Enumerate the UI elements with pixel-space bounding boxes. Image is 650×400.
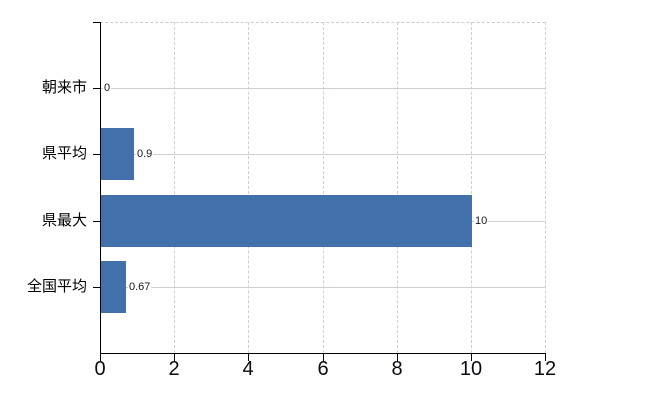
category-label: 県最大 — [41, 212, 87, 229]
h-gridline — [101, 88, 545, 89]
x-tick — [397, 354, 398, 361]
y-tick — [93, 154, 100, 155]
v-gridline — [174, 22, 175, 353]
x-tick-label: 10 — [459, 358, 483, 380]
x-tick — [323, 354, 324, 361]
bar — [101, 128, 134, 180]
x-axis-line — [100, 353, 546, 354]
value-label: 0.67 — [128, 280, 152, 294]
x-tick — [100, 354, 101, 361]
bar — [101, 261, 126, 313]
y-axis-line — [100, 22, 101, 354]
v-gridline — [323, 22, 324, 353]
h-gridline — [101, 154, 545, 155]
x-tick-label: 12 — [533, 358, 557, 380]
v-gridline — [471, 22, 472, 353]
x-tick-label: 4 — [242, 358, 254, 380]
plot-top-border — [100, 22, 545, 23]
category-label: 県平均 — [41, 145, 87, 162]
v-gridline — [248, 22, 249, 353]
x-tick — [248, 354, 249, 361]
x-tick-label: 8 — [391, 358, 403, 380]
category-label: 全国平均 — [26, 278, 87, 295]
h-gridline — [101, 287, 545, 288]
plot-right-border — [545, 22, 546, 353]
v-gridline — [397, 22, 398, 353]
x-tick-label: 6 — [317, 358, 329, 380]
value-label: 10 — [474, 214, 489, 228]
x-tick — [174, 354, 175, 361]
x-tick — [471, 354, 472, 361]
y-axis-end-tick — [93, 22, 100, 23]
x-tick-label: 2 — [168, 358, 180, 380]
y-tick — [93, 88, 100, 89]
value-label: 0.9 — [136, 147, 154, 161]
y-tick — [93, 221, 100, 222]
x-tick — [545, 354, 546, 361]
x-tick-label: 0 — [94, 358, 106, 380]
y-tick — [93, 287, 100, 288]
value-label: 0 — [103, 81, 112, 95]
category-label: 朝来市 — [41, 79, 87, 96]
bar — [101, 195, 472, 247]
